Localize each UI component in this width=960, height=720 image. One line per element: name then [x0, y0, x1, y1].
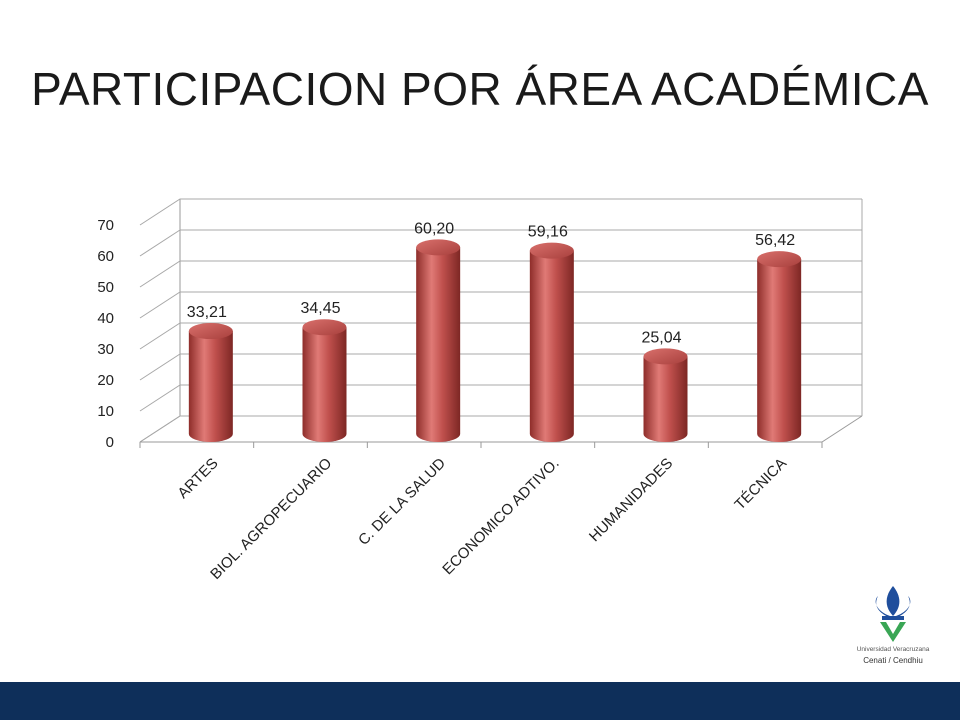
bar-body	[188, 331, 233, 442]
bar	[416, 239, 461, 442]
gridline	[139, 198, 862, 226]
bar-cap	[529, 242, 574, 259]
bar-chart: 0 10 20 30 40 50 60 70 33,21 ARTES 34,45 BIOL. AGRO…	[97, 198, 863, 583]
bar	[302, 319, 347, 442]
y-tick-label: 40	[97, 310, 114, 327]
bar-body	[416, 247, 461, 442]
y-tick-label: 70	[97, 217, 114, 234]
bar	[188, 323, 233, 442]
bar-body	[529, 250, 574, 442]
university-logo: Universidad Veracruzana Cenati / Cendhiu	[838, 582, 948, 678]
bar-body	[302, 327, 347, 442]
fleur-de-lis-icon	[875, 586, 911, 642]
logo-subtitle: Cenati / Cendhiu	[863, 656, 923, 665]
y-tick-label: 0	[106, 434, 114, 451]
slide-title: PARTICIPACION POR ÁREA ACADÉMICA	[31, 63, 929, 115]
data-label: 33,21	[187, 304, 227, 321]
back-wall-left-edge	[139, 199, 181, 443]
bar-body	[643, 356, 688, 442]
bar	[757, 251, 802, 442]
logo-university-name: Universidad Veracruzana	[856, 646, 930, 653]
bar	[529, 242, 574, 442]
x-category-label: ARTES	[174, 455, 221, 502]
gridline	[139, 229, 862, 257]
data-label: 56,42	[755, 232, 795, 249]
floor-edge	[140, 415, 863, 443]
gridline	[139, 415, 862, 443]
data-label: 59,16	[528, 224, 568, 241]
data-label: 25,04	[641, 329, 681, 346]
footer-bar	[0, 682, 960, 720]
x-category-label: C. DE LA SALUD	[355, 455, 449, 549]
y-tick-label: 60	[97, 248, 114, 265]
bar-cap	[416, 239, 461, 256]
y-tick-label: 20	[97, 372, 114, 389]
data-label: 34,45	[300, 300, 340, 317]
chart-gridlines	[139, 198, 863, 448]
y-tick-label: 30	[97, 341, 114, 358]
gridline	[139, 260, 862, 288]
x-category-label: TÉCNICA	[731, 455, 790, 514]
bar-body	[757, 259, 802, 442]
chart-bars	[188, 239, 802, 442]
x-category-label: ECONOMICO ADTIVO.	[439, 455, 562, 578]
data-label: 60,20	[414, 220, 454, 237]
y-tick-label: 50	[97, 279, 114, 296]
gridline	[139, 353, 862, 381]
bar-cap	[302, 319, 347, 336]
gridline	[139, 291, 862, 319]
x-category-label: HUMANIDADES	[586, 455, 676, 545]
bar-cap	[643, 348, 688, 365]
y-tick-label: 10	[97, 403, 114, 420]
x-category-label: BIOL. AGROPECUARIO	[207, 455, 335, 583]
gridline	[139, 322, 862, 350]
bar-cap	[188, 323, 233, 340]
bar	[643, 348, 688, 442]
gridline	[139, 384, 862, 412]
bar-cap	[757, 251, 802, 268]
